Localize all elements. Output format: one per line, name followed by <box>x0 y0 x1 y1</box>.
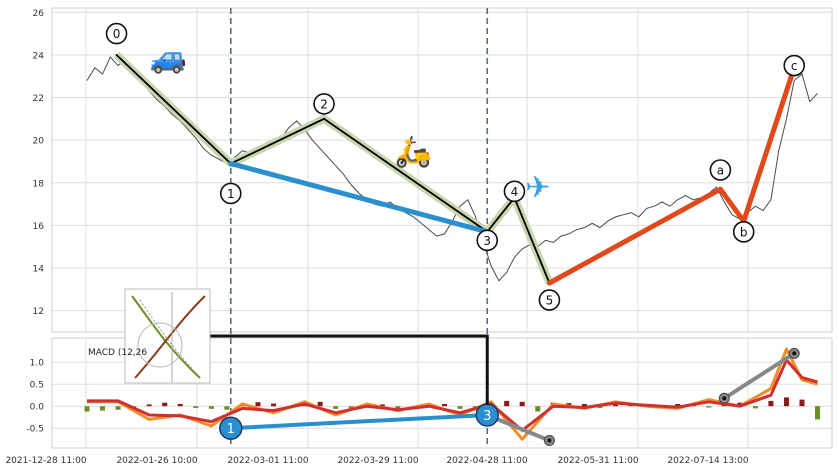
wave-label-circle <box>476 229 499 252</box>
wave-label: 3 <box>483 234 491 248</box>
wave-label: 1 <box>227 187 235 201</box>
macd-histogram-bar <box>333 406 339 409</box>
wave-label: 4 <box>511 185 519 199</box>
price-y-tick-labels: 12 14 16 18 20 22 24 26 <box>33 9 45 317</box>
x-tick-labels: 2021-12-28 11:00 2022-01-26 10:00 2022-03-… <box>5 456 748 466</box>
macd-histogram-bar <box>146 404 152 407</box>
trend-macd-wave-line <box>228 413 490 431</box>
car-icon: 🚙 <box>150 41 187 76</box>
x-tick-label: 2022-05-31 11:00 <box>557 456 638 466</box>
macd-histogram-bar <box>581 404 587 407</box>
macd-histogram-bar <box>441 404 447 407</box>
macd-histogram-bar <box>737 402 743 407</box>
macd-histogram-bar <box>395 406 401 409</box>
macd-histogram-bar <box>612 403 618 407</box>
macd-series <box>87 347 818 441</box>
wave-label: c <box>791 59 798 73</box>
macd-histogram-bar <box>799 399 805 407</box>
macd-histogram-bar <box>783 397 789 407</box>
price-wave-segments <box>113 52 797 286</box>
macd-y-tick-label: 1.0 <box>30 359 45 369</box>
macd-histogram-bar <box>752 406 758 409</box>
indicator-thumbnail <box>124 288 211 384</box>
price-icons: 🚙 🛵 ✈ <box>150 41 550 206</box>
wave-label-circle <box>709 159 732 181</box>
wave-label-circle <box>783 54 806 77</box>
macd-histogram-bar <box>208 406 214 409</box>
macd-y-tick-label: 0.5 <box>30 381 44 391</box>
macd-histogram-bar <box>84 406 90 412</box>
macd-histogram-bar <box>504 400 510 407</box>
connector-line <box>210 334 489 405</box>
macd-histogram-bar <box>224 406 230 410</box>
macd-histogram-bar <box>566 403 572 407</box>
price-y-tick-label: 26 <box>33 9 45 19</box>
macd-y-tick-label: -0.5 <box>26 425 44 435</box>
macd-annotation: MACD (12,26 <box>88 348 147 358</box>
correction-wave-line <box>546 65 797 286</box>
macd-wave-node-dot <box>722 396 727 401</box>
x-tick-label: 2022-03-01 11:00 <box>227 456 308 466</box>
macd-histogram-bar <box>193 406 199 408</box>
macd-histogram-bar <box>535 406 541 412</box>
price-gridlines <box>52 8 832 332</box>
wave-label-circle <box>105 22 128 45</box>
macd-wave-node-dot <box>547 438 552 443</box>
macd-wave-label-circle <box>219 416 243 440</box>
macd-wave-node-dot <box>792 351 797 356</box>
price-wave-labels: 0 1 2 3 4 5 a b c <box>105 22 806 311</box>
wave-label: a <box>717 164 724 178</box>
wave-label: b <box>740 225 748 239</box>
x-tick-label: 2022-04-28 11:00 <box>446 456 527 466</box>
macd-histogram-bar <box>115 406 121 410</box>
price-y-tick-label: 12 <box>33 307 44 317</box>
wave-label-circle <box>219 182 242 205</box>
macd-histogram-bar <box>379 404 385 407</box>
price-y-tick-label: 24 <box>33 51 45 61</box>
airplane-icon: ✈ <box>525 171 550 206</box>
macd-y-tick-label: 0.0 <box>30 403 45 413</box>
x-tick-label: 2021-12-28 11:00 <box>5 456 86 466</box>
wave-label-circle <box>313 93 335 115</box>
wave-label: 2 <box>320 97 328 111</box>
macd-histogram-bar <box>177 404 183 407</box>
macd-wave-label: 3 <box>483 409 491 424</box>
wave-label-circle <box>732 221 755 243</box>
price-y-tick-label: 16 <box>33 222 45 232</box>
macd-histogram-bar <box>100 406 106 411</box>
macd-histogram-bar <box>675 404 681 407</box>
wave-label-circle <box>538 289 561 311</box>
x-tick-label: 2022-07-14 13:00 <box>667 456 748 466</box>
macd-y-tick-labels: -0.5 0.0 0.5 1.0 <box>26 359 44 435</box>
macd-histogram-bar <box>706 406 712 408</box>
macd-histogram-bar <box>162 402 168 407</box>
correction-macd-wave-line <box>722 351 797 401</box>
panel-connector <box>210 334 489 405</box>
price-y-tick-label: 22 <box>33 94 44 104</box>
macd-histogram-bar <box>255 402 261 407</box>
macd-histogram-bar <box>317 401 323 407</box>
price-panel-background <box>51 7 833 333</box>
macd-wave-label: 1 <box>227 422 235 437</box>
x-tick-label: 2022-01-26 10:00 <box>116 456 197 466</box>
wave-label: 0 <box>113 27 121 41</box>
macd-histogram-bar <box>768 400 774 407</box>
macd-histogram-bar <box>597 406 603 408</box>
x-tick-label: 2022-03-29 11:00 <box>337 456 418 466</box>
macd-histogram-bar <box>519 401 525 407</box>
scooter-icon: 🛵 <box>395 134 432 169</box>
wave-label-circle <box>503 180 526 203</box>
macd-line <box>87 358 818 432</box>
macd-histogram-bar <box>271 403 277 407</box>
macd-histogram-bar <box>457 406 463 409</box>
macd-histogram-bar <box>815 406 821 420</box>
impulse-wave-line <box>115 54 551 284</box>
macd-wave-labels: 13 <box>219 403 499 440</box>
price-y-tick-label: 14 <box>33 265 45 275</box>
price-y-tick-label: 20 <box>33 137 45 147</box>
trend-wave-line <box>228 161 490 235</box>
wave-label: 5 <box>546 294 554 308</box>
price-y-tick-label: 18 <box>33 179 45 189</box>
